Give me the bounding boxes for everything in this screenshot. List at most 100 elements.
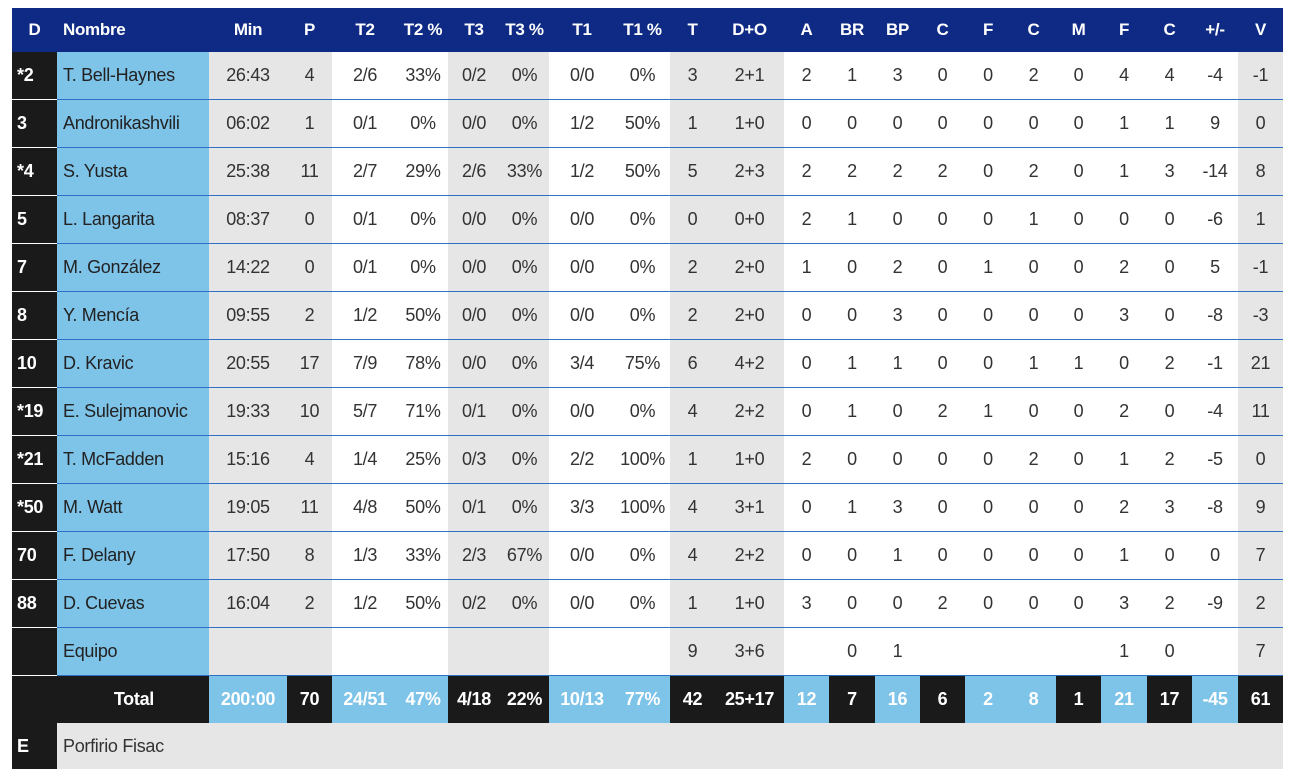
header-t3pct[interactable]: T3 % bbox=[500, 8, 549, 52]
header-dorsal[interactable]: D bbox=[12, 8, 57, 52]
stat-t3pct: 0% bbox=[500, 52, 549, 100]
stat-do: 2+3 bbox=[715, 147, 784, 196]
header-a[interactable]: A bbox=[784, 8, 829, 52]
stat-t2pct: 33% bbox=[398, 52, 448, 100]
header-f2[interactable]: F bbox=[1101, 8, 1147, 52]
header-t1pct[interactable]: T1 % bbox=[615, 8, 670, 52]
stat-do: 1+0 bbox=[715, 435, 784, 484]
stat-f2: 1 bbox=[1101, 147, 1147, 196]
stat-c1: 0 bbox=[920, 435, 965, 484]
stat-a: 3 bbox=[784, 579, 829, 628]
header-t2[interactable]: T2 bbox=[332, 8, 398, 52]
header-t[interactable]: T bbox=[670, 8, 715, 52]
player-name[interactable]: L. Langarita bbox=[57, 195, 209, 244]
stat-bp: 1 bbox=[875, 531, 920, 580]
stat-a: 2 bbox=[784, 195, 829, 244]
header-c2[interactable]: C bbox=[1011, 8, 1056, 52]
header-t1[interactable]: T1 bbox=[549, 8, 615, 52]
player-dorsal: 10 bbox=[12, 339, 57, 388]
stat-v: 0 bbox=[1238, 99, 1283, 148]
stat-c2: 2 bbox=[1011, 147, 1056, 196]
player-dorsal: 7 bbox=[12, 243, 57, 292]
header-m[interactable]: M bbox=[1056, 8, 1101, 52]
stat-p: 4 bbox=[287, 52, 332, 100]
player-name[interactable]: Andronikashvili bbox=[57, 99, 209, 148]
header-f1[interactable]: F bbox=[965, 8, 1011, 52]
header-row: D Nombre Min P T2 T2 % T3 T3 % T1 T1 % T D+O A BR BP C F… bbox=[12, 8, 1283, 52]
player-name[interactable]: T. McFadden bbox=[57, 435, 209, 484]
player-name[interactable]: E. Sulejmanovic bbox=[57, 387, 209, 436]
stat-br: 1 bbox=[829, 339, 875, 388]
stat-t2pct: 0% bbox=[398, 99, 448, 148]
stat-f2: 2 bbox=[1101, 387, 1147, 436]
stat-f2: 0 bbox=[1101, 339, 1147, 388]
stat-t2pct: 78% bbox=[398, 339, 448, 388]
stat-v: 9 bbox=[1238, 483, 1283, 532]
player-name[interactable]: F. Delany bbox=[57, 531, 209, 580]
stat-do: 2+0 bbox=[715, 291, 784, 340]
team-stat-t2 bbox=[332, 627, 398, 676]
stat-m: 0 bbox=[1056, 195, 1101, 244]
total-f2: 21 bbox=[1101, 675, 1147, 723]
player-name[interactable]: D. Cuevas bbox=[57, 579, 209, 628]
header-plusminus[interactable]: +/- bbox=[1192, 8, 1238, 52]
stat-a: 0 bbox=[784, 531, 829, 580]
header-c1[interactable]: C bbox=[920, 8, 965, 52]
team-stat-min bbox=[209, 627, 287, 676]
stat-c3: 3 bbox=[1147, 147, 1192, 196]
stat-a: 2 bbox=[784, 147, 829, 196]
stat-t1: 0/0 bbox=[549, 291, 615, 340]
stat-t3pct: 67% bbox=[500, 531, 549, 580]
team-label: Equipo bbox=[57, 627, 209, 676]
stat-t2: 1/2 bbox=[332, 579, 398, 628]
stat-v: 11 bbox=[1238, 387, 1283, 436]
header-min[interactable]: Min bbox=[209, 8, 287, 52]
stat-c3: 3 bbox=[1147, 483, 1192, 532]
header-v[interactable]: V bbox=[1238, 8, 1283, 52]
player-name[interactable]: M. González bbox=[57, 243, 209, 292]
header-t3[interactable]: T3 bbox=[448, 8, 500, 52]
header-t2pct[interactable]: T2 % bbox=[398, 8, 448, 52]
stat-t3pct: 0% bbox=[500, 99, 549, 148]
stat-t3pct: 0% bbox=[500, 195, 549, 244]
stat-min: 20:55 bbox=[209, 339, 287, 388]
stat-a: 0 bbox=[784, 339, 829, 388]
total-c1: 6 bbox=[920, 675, 965, 723]
player-name[interactable]: Y. Mencía bbox=[57, 291, 209, 340]
team-dorsal bbox=[12, 627, 57, 676]
player-name[interactable]: S. Yusta bbox=[57, 147, 209, 196]
stat-m: 0 bbox=[1056, 579, 1101, 628]
stat-c3: 0 bbox=[1147, 243, 1192, 292]
stat-m: 0 bbox=[1056, 52, 1101, 100]
header-c3[interactable]: C bbox=[1147, 8, 1192, 52]
stat-f2: 1 bbox=[1101, 435, 1147, 484]
stat-m: 0 bbox=[1056, 99, 1101, 148]
player-dorsal: *50 bbox=[12, 483, 57, 532]
header-br[interactable]: BR bbox=[829, 8, 875, 52]
header-bp[interactable]: BP bbox=[875, 8, 920, 52]
player-name[interactable]: T. Bell-Haynes bbox=[57, 52, 209, 100]
stat-c2: 2 bbox=[1011, 435, 1056, 484]
stat-c3: 0 bbox=[1147, 291, 1192, 340]
stat-plusminus: -8 bbox=[1192, 291, 1238, 340]
stat-f1: 0 bbox=[965, 483, 1011, 532]
player-name[interactable]: D. Kravic bbox=[57, 339, 209, 388]
total-min: 200:00 bbox=[209, 675, 287, 723]
player-name[interactable]: M. Watt bbox=[57, 483, 209, 532]
player-dorsal: *19 bbox=[12, 387, 57, 436]
stat-t2pct: 50% bbox=[398, 483, 448, 532]
stat-min: 14:22 bbox=[209, 243, 287, 292]
stat-f2: 2 bbox=[1101, 483, 1147, 532]
total-t2pct: 47% bbox=[398, 675, 448, 723]
stat-t3pct: 0% bbox=[500, 387, 549, 436]
stat-f2: 1 bbox=[1101, 99, 1147, 148]
stat-c2: 1 bbox=[1011, 339, 1056, 388]
header-name[interactable]: Nombre bbox=[57, 8, 209, 52]
header-do[interactable]: D+O bbox=[715, 8, 784, 52]
player-row: 3 Andronikashvili 06:02 1 0/1 0% 0/0 0% 1/2 50% 1 1… bbox=[12, 99, 1283, 148]
header-p[interactable]: P bbox=[287, 8, 332, 52]
stat-do: 2+2 bbox=[715, 531, 784, 580]
stat-t: 0 bbox=[670, 195, 715, 244]
stat-t: 1 bbox=[670, 99, 715, 148]
stat-bp: 2 bbox=[875, 147, 920, 196]
